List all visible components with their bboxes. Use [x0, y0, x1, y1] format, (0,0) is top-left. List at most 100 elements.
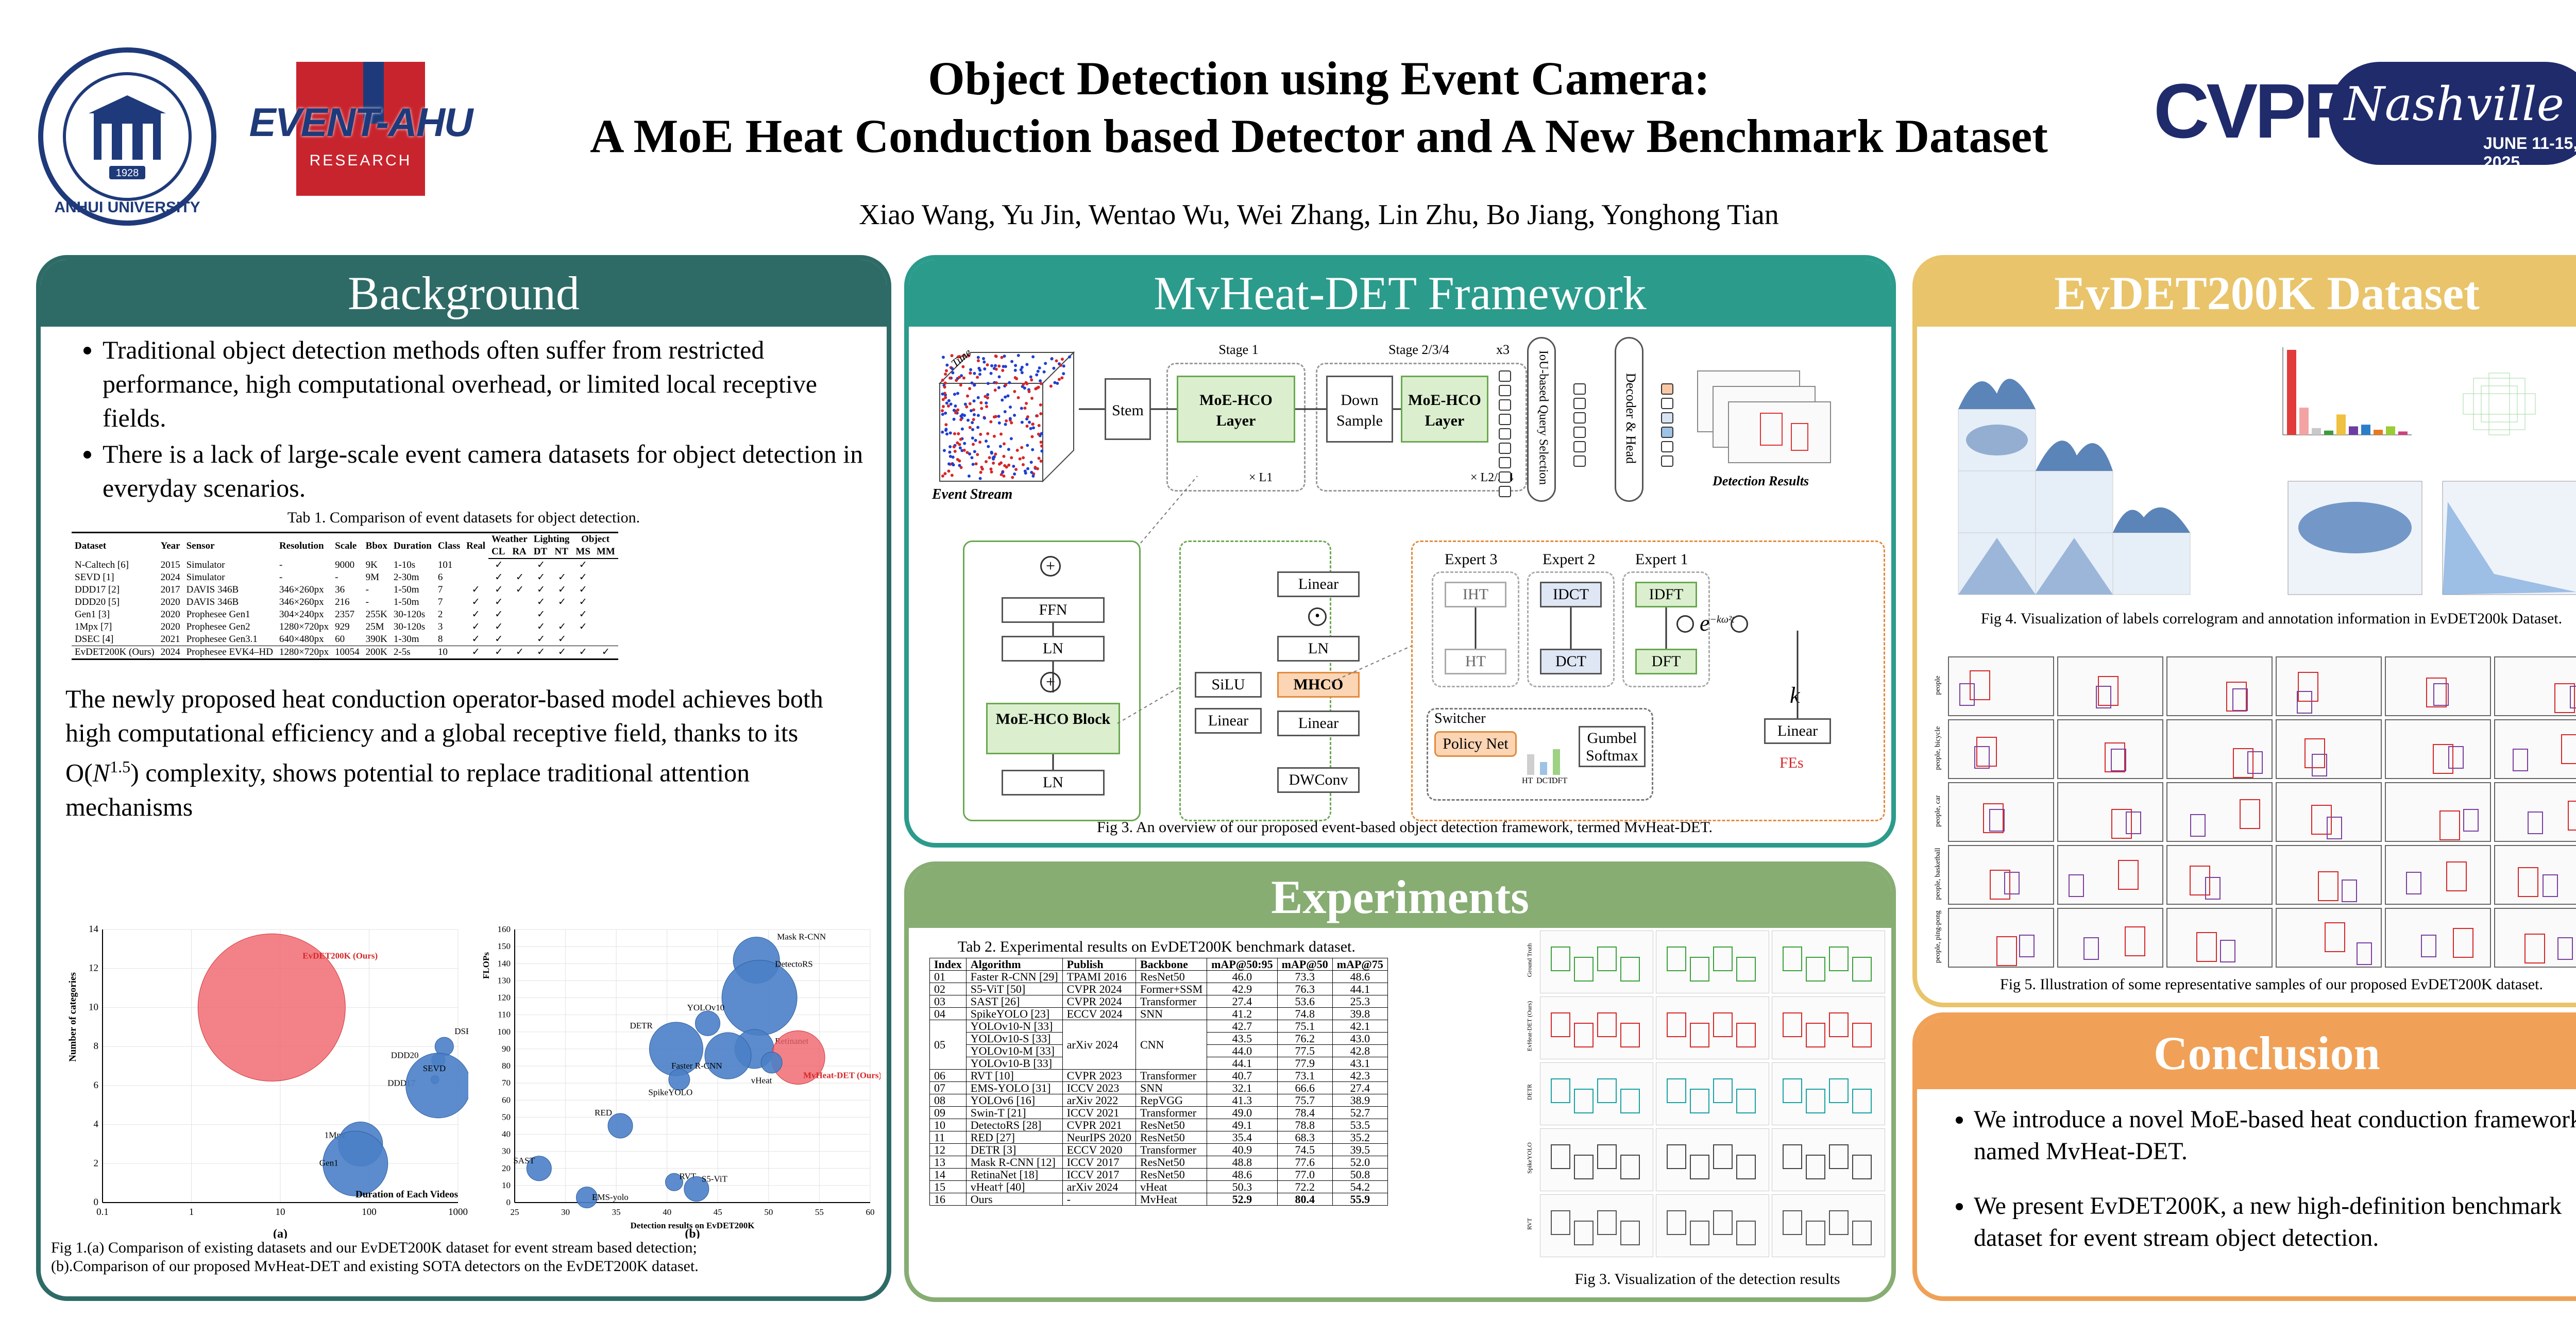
table-row: YOLOv10-S [33] 43.5 76.2 43.0: [930, 1032, 1388, 1045]
table1-cell: EvDET200K (Ours): [72, 646, 158, 660]
framework-title: MvHeat-DET Framework: [909, 260, 1891, 327]
sample-thumb: [2494, 845, 2576, 905]
x-tick-label: 100: [362, 1207, 377, 1217]
table-row: DDD20 [5] 2020 DAVIS 346B 346×260px 216 - 1-50…: [72, 596, 618, 608]
switcher-label: Switcher: [1434, 711, 1486, 726]
expert2-label: Expert 2: [1543, 551, 1596, 568]
table2-header: mAP@75: [1332, 958, 1388, 971]
table1-cell: ✓: [495, 597, 503, 607]
y-tick-label: 14: [89, 924, 99, 935]
table2-cell: 01: [929, 970, 967, 983]
sample-thumb: [1948, 782, 2054, 842]
table2-cell: CVPR 2021: [1062, 1119, 1136, 1131]
table1-cell: Prophesee Gen1: [186, 609, 250, 620]
token-square: [1499, 370, 1511, 382]
table2-cell: -: [1062, 1193, 1136, 1206]
table1-cell: [509, 633, 530, 646]
vis-row-label: DETR: [1526, 1084, 1533, 1101]
y-tick-label: 12: [89, 963, 98, 974]
table1-cell: ✓: [579, 621, 587, 632]
table2-header: Index: [929, 958, 967, 971]
table2-cell: DetectoRS [28]: [965, 1119, 1063, 1131]
dft-small: DFT: [1552, 776, 1568, 785]
table1-cell: 3: [437, 621, 443, 632]
table1-cell: ✓: [579, 584, 587, 595]
table2-cell: 27.4: [1332, 1081, 1388, 1094]
table2-cell: Transformer: [1135, 995, 1208, 1008]
sample-thumb: [2385, 782, 2491, 842]
table2-cell: 44.0: [1207, 1044, 1278, 1057]
table2-cell: 15: [929, 1180, 967, 1193]
linear-block: Linear: [1277, 571, 1360, 597]
table1-cell: ✓: [579, 609, 587, 620]
bubble-point: [575, 1187, 598, 1209]
vis-thumb: [1772, 1128, 1885, 1191]
table2-cell: MvHeat: [1135, 1193, 1208, 1206]
multiply-icon: [1676, 615, 1694, 633]
table1-cell: -: [279, 559, 283, 570]
table2-cell: 42.1: [1332, 1020, 1388, 1033]
y-tick-label: 130: [498, 975, 511, 985]
y-tick-label: 6: [94, 1080, 99, 1091]
class-bar: [2386, 426, 2395, 435]
point-label: Gen1: [319, 1158, 338, 1168]
table1-cell: 30-120s: [393, 609, 426, 620]
table2-cell: 80.4: [1277, 1193, 1333, 1206]
table2-cell: Mask R-CNN [12]: [965, 1156, 1063, 1169]
table2-cell: 04: [929, 1007, 967, 1020]
table2-cell: RetinaNet [18]: [965, 1168, 1063, 1181]
table2-cell: 72.2: [1277, 1180, 1333, 1193]
token-square: [1499, 399, 1511, 411]
table1-cell: [594, 608, 618, 621]
table1-cell: ✓: [537, 597, 546, 607]
table2-cell: 52.0: [1332, 1156, 1388, 1169]
x3-label: x3: [1496, 342, 1510, 357]
table1-header: Weather: [488, 532, 531, 546]
table-row: 12 DETR [3] ECCV 2020 Transformer 40.9 74.5 39…: [929, 1143, 1388, 1156]
table1-cell: 1280×720px: [276, 646, 332, 660]
table2-cell: 49.1: [1207, 1119, 1278, 1131]
table2-cell: Swin-T [21]: [965, 1106, 1063, 1119]
table2-header: Publish: [1062, 958, 1136, 971]
y-tick-label: 20: [502, 1163, 511, 1173]
table2-cell: CVPR 2024: [1062, 995, 1136, 1008]
fig4-caption: Fig 4. Visualization of labels correlogr…: [1980, 610, 2563, 627]
bubble-point: [760, 1052, 783, 1074]
table2-cell: YOLOv6 [16]: [965, 1094, 1063, 1107]
sample-thumb: [2385, 656, 2491, 716]
sample-thumb: [2057, 719, 2163, 779]
class-bar: [2287, 350, 2296, 435]
vis-row-label: SpikeYOLO: [1526, 1142, 1533, 1174]
sample-row-label: people: [1934, 675, 1942, 695]
table1-caption: Tab 1. Comparison of event datasets for …: [287, 509, 640, 526]
table1-cell: 1Mpx [7]: [75, 621, 112, 632]
table2-cell: 41.2: [1207, 1007, 1278, 1020]
table1-cell: 2017: [160, 584, 180, 595]
table1-cell: ✓: [579, 572, 587, 583]
sample-thumb: [2166, 908, 2273, 968]
table2-cell: 35.2: [1332, 1131, 1388, 1144]
table1-cell: Prophesee EVK4–HD: [183, 646, 276, 660]
table2-cell: 75.7: [1277, 1094, 1333, 1107]
table1-cell: ✓: [471, 584, 480, 595]
table-row: YOLOv10-M [33] 44.0 77.5 42.8: [930, 1044, 1388, 1057]
university-logo: 1928 ANHUI UNIVERSITY: [37, 46, 217, 227]
table2-cell: 55.9: [1332, 1193, 1388, 1206]
table2-cell: 40.9: [1207, 1143, 1278, 1156]
dwconv-block: DWConv: [1277, 767, 1360, 793]
expert3-label: Expert 3: [1445, 551, 1498, 568]
table2-cell: ResNet50: [1135, 1168, 1208, 1181]
table2-cell: 77.0: [1277, 1168, 1333, 1181]
table1-cell: 1-50m: [393, 584, 419, 595]
table1-cell: ✓: [495, 634, 503, 645]
vis-caption: Fig 3. Visualization of the detection re…: [1574, 1271, 1840, 1288]
bubble-point: [607, 1113, 633, 1139]
sample-thumb: [2276, 782, 2382, 842]
detection-results-label: Detection Results: [1713, 474, 1809, 488]
y-tick-label: 30: [502, 1146, 511, 1156]
point-label: S5-ViT: [702, 1174, 728, 1184]
table2-cell: 74.5: [1277, 1143, 1333, 1156]
table1-cell: 2021: [160, 634, 180, 645]
vis-thumb: [1772, 931, 1885, 993]
sample-row-label: people, basketball: [1934, 848, 1942, 900]
